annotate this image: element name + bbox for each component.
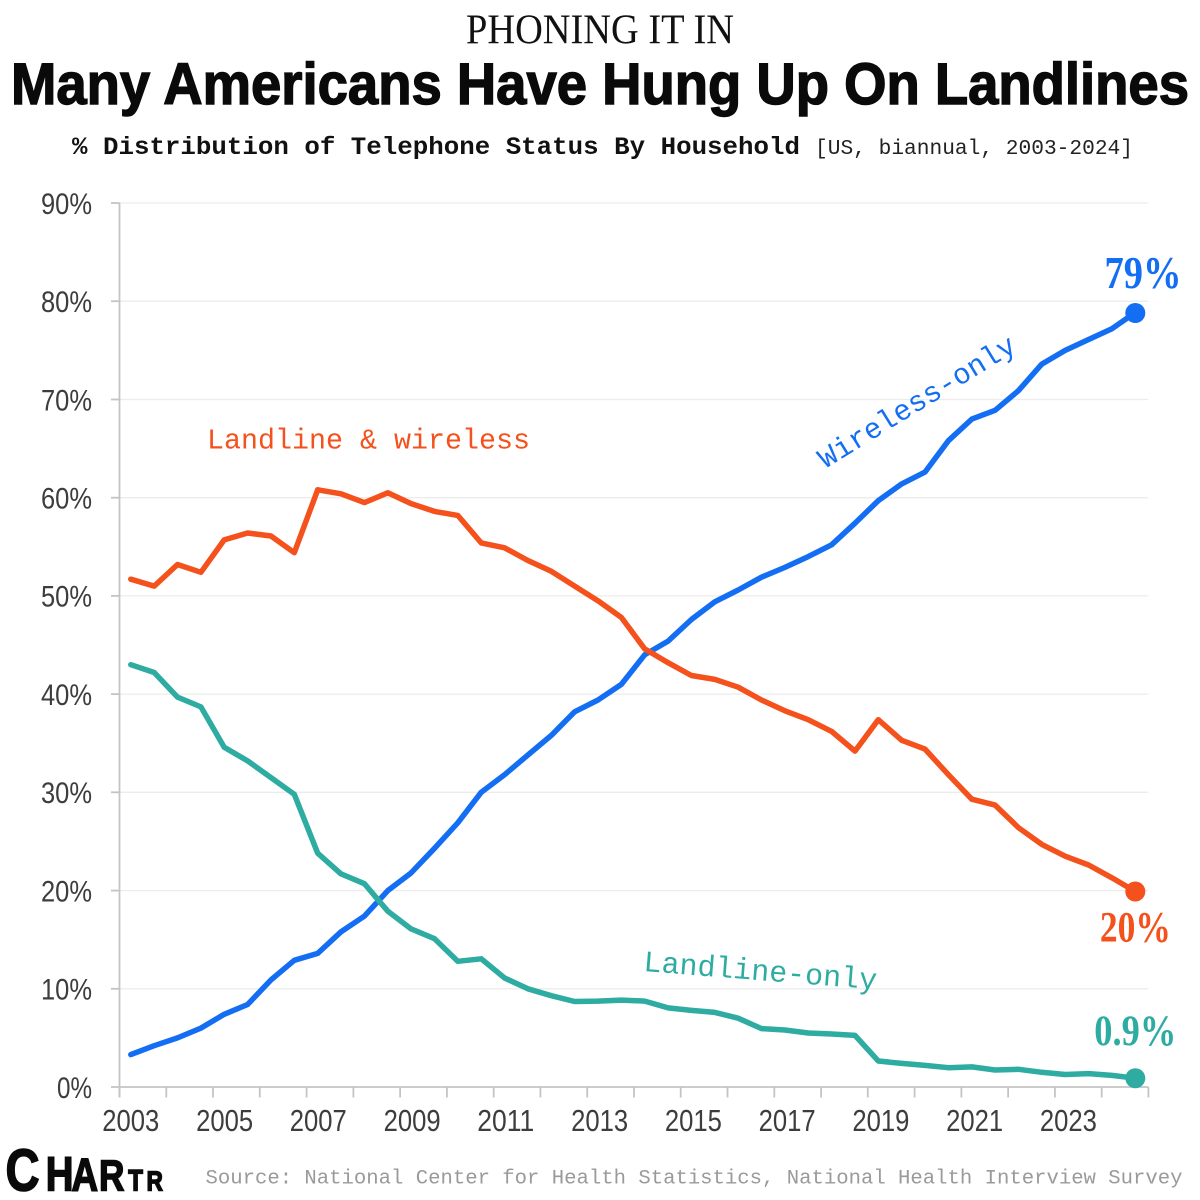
svg-text:2007: 2007 xyxy=(290,1103,347,1138)
svg-text:2013: 2013 xyxy=(571,1103,628,1138)
svg-text:0.9%: 0.9% xyxy=(1094,1008,1176,1055)
svg-text:40%: 40% xyxy=(41,679,92,712)
svg-text:C: C xyxy=(6,1139,40,1200)
svg-text:10%: 10% xyxy=(41,974,92,1007)
svg-text:2023: 2023 xyxy=(1040,1103,1097,1138)
svg-text:2009: 2009 xyxy=(384,1103,441,1138)
svg-text:60%: 60% xyxy=(41,483,92,516)
svg-text:Source: National Center for He: Source: National Center for Health Stati… xyxy=(206,1168,1183,1191)
svg-text:79%: 79% xyxy=(1105,247,1182,298)
svg-text:H: H xyxy=(46,1149,74,1200)
svg-text:PHONING IT IN: PHONING IT IN xyxy=(466,8,734,54)
svg-text:Landline & wireless: Landline & wireless xyxy=(207,425,530,458)
svg-text:2003: 2003 xyxy=(102,1103,159,1138)
svg-text:80%: 80% xyxy=(41,286,92,319)
svg-text:[US, biannual, 2003-2024]: [US, biannual, 2003-2024] xyxy=(815,138,1133,161)
svg-text:T: T xyxy=(128,1163,143,1197)
svg-text:A: A xyxy=(72,1149,99,1200)
svg-text:2017: 2017 xyxy=(759,1103,816,1138)
svg-text:2019: 2019 xyxy=(852,1103,909,1138)
svg-text:R: R xyxy=(99,1152,124,1200)
svg-text:70%: 70% xyxy=(41,384,92,417)
svg-text:Many Americans Have Hung Up On: Many Americans Have Hung Up On Landlines xyxy=(11,52,1189,117)
svg-text:R: R xyxy=(147,1166,163,1197)
svg-text:20%: 20% xyxy=(1100,905,1171,952)
svg-text:30%: 30% xyxy=(41,777,92,810)
svg-text:90%: 90% xyxy=(41,188,92,221)
svg-text:20%: 20% xyxy=(41,875,92,908)
svg-text:% Distribution of Telephone St: % Distribution of Telephone Status By Ho… xyxy=(72,133,800,162)
svg-text:0%: 0% xyxy=(57,1072,92,1105)
svg-text:2005: 2005 xyxy=(196,1103,253,1138)
svg-text:2021: 2021 xyxy=(946,1103,1003,1138)
svg-text:50%: 50% xyxy=(41,581,92,614)
svg-text:2011: 2011 xyxy=(477,1103,534,1138)
svg-text:2015: 2015 xyxy=(665,1103,722,1138)
